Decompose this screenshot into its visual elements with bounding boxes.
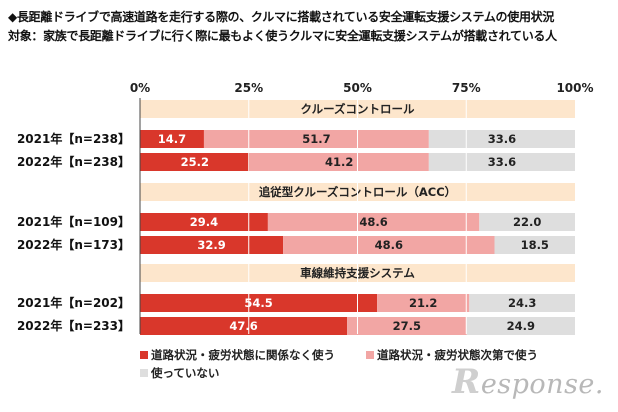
- bar-segment: [203, 130, 429, 148]
- legend-swatch-not-used: [140, 369, 148, 377]
- data-label: 24.3: [508, 296, 536, 310]
- response-watermark: Response.: [452, 362, 604, 402]
- data-label: 33.6: [488, 132, 516, 146]
- data-label: 18.5: [521, 238, 549, 252]
- row-label: 2021年【n=238】: [17, 131, 130, 146]
- data-label: 22.0: [513, 215, 541, 229]
- data-label: 48.6: [359, 215, 387, 229]
- bar-segment: [140, 236, 284, 254]
- bar-segment: [469, 294, 575, 312]
- bar-segment: [249, 153, 429, 171]
- data-label: 48.6: [375, 238, 403, 252]
- bar-segment: [377, 294, 470, 312]
- legend-swatch-depends: [366, 351, 374, 359]
- data-label: 24.9: [507, 319, 535, 333]
- bar-segment: [494, 236, 575, 254]
- x-tick-label: 25%: [234, 81, 263, 95]
- bar-segment: [428, 153, 575, 171]
- data-label: 54.5: [244, 296, 272, 310]
- row-label: 2022年【n=233】: [17, 318, 130, 333]
- legend-label-not-used: 使っていない: [151, 366, 220, 380]
- legend-item-depends: 道路状況・疲労状態次第で使う: [366, 347, 538, 363]
- x-tick-label: 100%: [556, 81, 593, 95]
- bar-segment: [428, 130, 575, 148]
- data-label: 47.6: [229, 319, 257, 333]
- legend-item-always: 道路状況・疲労状態に関係なく使う: [140, 347, 335, 363]
- data-label: 33.6: [488, 155, 516, 169]
- bar-segment: [140, 294, 378, 312]
- x-tick-label: 50%: [343, 81, 372, 95]
- legend-label-depends: 道路状況・疲労状態次第で使う: [377, 348, 538, 362]
- data-label: 25.2: [181, 155, 209, 169]
- bar-segment: [466, 317, 575, 335]
- data-label: 27.5: [393, 319, 421, 333]
- x-tick-label: 0%: [130, 81, 150, 95]
- row-label: 2021年【n=202】: [17, 295, 130, 310]
- legend-item-not-used: 使っていない: [140, 365, 219, 381]
- chart-subtitle: 対象：家族で長距離ドライブに行く際に最もよく使うクルマに安全運転支援システムが搭…: [8, 29, 557, 43]
- data-label: 14.7: [158, 132, 186, 146]
- bar-segment: [479, 213, 575, 231]
- data-label: 21.2: [409, 296, 437, 310]
- data-label: 41.2: [325, 155, 353, 169]
- bar-segment: [267, 213, 480, 231]
- legend-label-always: 道路状況・疲労状態に関係なく使う: [151, 348, 335, 362]
- x-tick-label: 75%: [452, 81, 481, 95]
- data-label: 29.4: [190, 215, 218, 229]
- bar-segment: [140, 130, 204, 148]
- bar-segment: [347, 317, 467, 335]
- row-label: 2022年【n=238】: [17, 154, 130, 169]
- bar-segment: [140, 153, 250, 171]
- chart-title: ◆長距離ドライブで高速道路を走行する際の、クルマに搭載されている安全運転支援シス…: [8, 10, 555, 24]
- row-label: 2021年【n=109】: [17, 214, 130, 229]
- bar-segment: [140, 213, 268, 231]
- data-label: 32.9: [197, 238, 225, 252]
- row-label: 2022年【n=173】: [17, 237, 130, 252]
- bar-segment: [140, 317, 348, 335]
- legend-swatch-always: [140, 351, 148, 359]
- bar-segment: [283, 236, 495, 254]
- data-label: 51.7: [302, 132, 330, 146]
